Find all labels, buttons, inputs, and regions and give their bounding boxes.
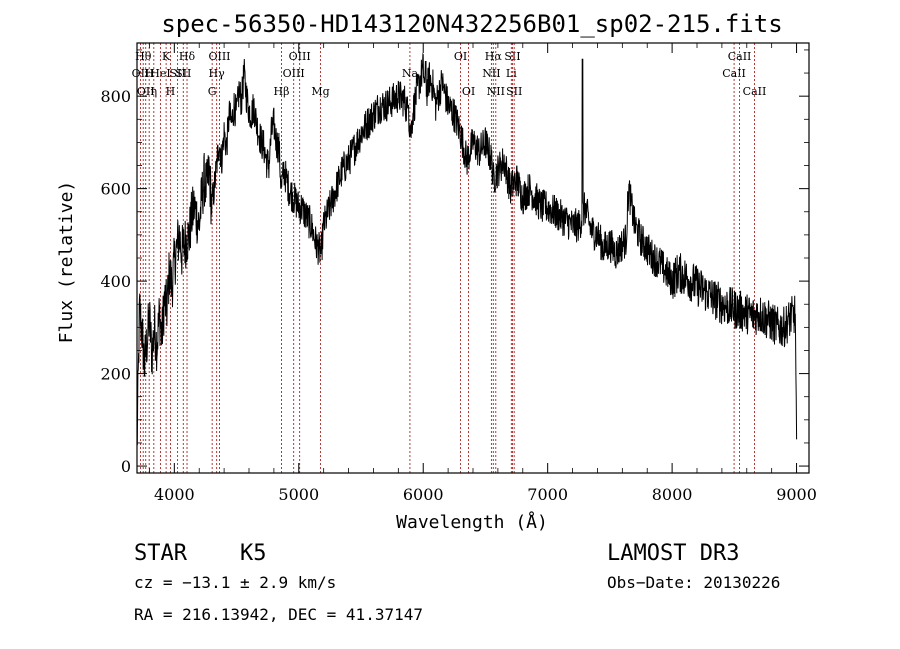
line-label-11: G [208, 85, 217, 98]
line-label-0: OII [132, 67, 150, 80]
line-label-4: η [151, 85, 158, 98]
line-label-17: Mg [311, 85, 329, 98]
object-subclass: K5 [240, 541, 267, 566]
spectral-line-markers: OIIHθOIIHηHeIKHSIISIIHδGHγOIIIHβOIIIOIII… [132, 43, 767, 473]
line-label-23: NII [487, 85, 505, 98]
line-label-24: Li [506, 67, 517, 80]
y-tick-label-4: 800 [100, 87, 131, 106]
y-axis-label: Flux (relative) [56, 181, 77, 344]
chart-title: spec-56350-HD143120N432256B01_sp02-215.f… [161, 10, 782, 38]
coordinates-text: RA = 216.13942, DEC = 41.37147 [134, 605, 423, 624]
y-tick-label-2: 400 [100, 272, 131, 291]
line-label-13: OIII [208, 50, 230, 63]
object-class: STAR [134, 541, 188, 566]
y-tick-label-1: 200 [100, 365, 131, 384]
y-axis-ticks: 0 200 400 600 800 [100, 49, 809, 476]
spectrum-series [136, 52, 798, 446]
line-label-22: Hα [485, 50, 503, 63]
line-label-28: CaII [728, 50, 752, 63]
line-label-3: H [144, 67, 154, 80]
line-label-26: SII [506, 85, 522, 98]
redshift-text: cz = −13.1 ± 2.9 km/s [134, 573, 336, 592]
line-label-8: SII [169, 67, 185, 80]
x-tick-label-3: 7000 [527, 485, 568, 504]
line-label-15: OIII [283, 67, 305, 80]
line-label-9: SII [175, 67, 191, 80]
line-label-2: OII [137, 85, 155, 98]
y-tick-label-0: 0 [121, 457, 131, 476]
x-tick-label-0: 4000 [154, 485, 195, 504]
line-label-25: SII [504, 50, 520, 63]
x-tick-label-4: 8000 [652, 485, 693, 504]
line-label-20: OI [462, 85, 475, 98]
line-label-10: Hδ [179, 50, 196, 63]
obs-date: Obs−Date: 20130226 [607, 573, 780, 592]
line-label-18: Na [402, 67, 419, 80]
line-label-7: H [166, 85, 176, 98]
y-tick-label-3: 600 [100, 180, 131, 199]
x-tick-label-1: 5000 [278, 485, 319, 504]
line-label-6: K [162, 50, 171, 63]
line-label-16: OIII [289, 50, 311, 63]
x-tick-label-5: 9000 [776, 485, 817, 504]
line-label-5: HeI [150, 67, 170, 80]
line-label-27: CaII [722, 67, 746, 80]
spectrum-line [136, 52, 798, 446]
line-label-1: Hθ [135, 50, 152, 63]
line-label-29: CaII [743, 85, 767, 98]
survey-name: LAMOST DR3 [607, 541, 739, 566]
x-tick-label-2: 6000 [403, 485, 444, 504]
x-axis-ticks: 4000 5000 6000 7000 8000 9000 [149, 43, 817, 504]
x-axis-label: Wavelength (Å) [396, 511, 548, 533]
line-label-19: OI [454, 50, 467, 63]
line-label-12: Hγ [209, 67, 226, 80]
line-label-21: NII [482, 67, 500, 80]
line-label-14: Hβ [274, 85, 290, 98]
plot-frame [136, 42, 810, 474]
